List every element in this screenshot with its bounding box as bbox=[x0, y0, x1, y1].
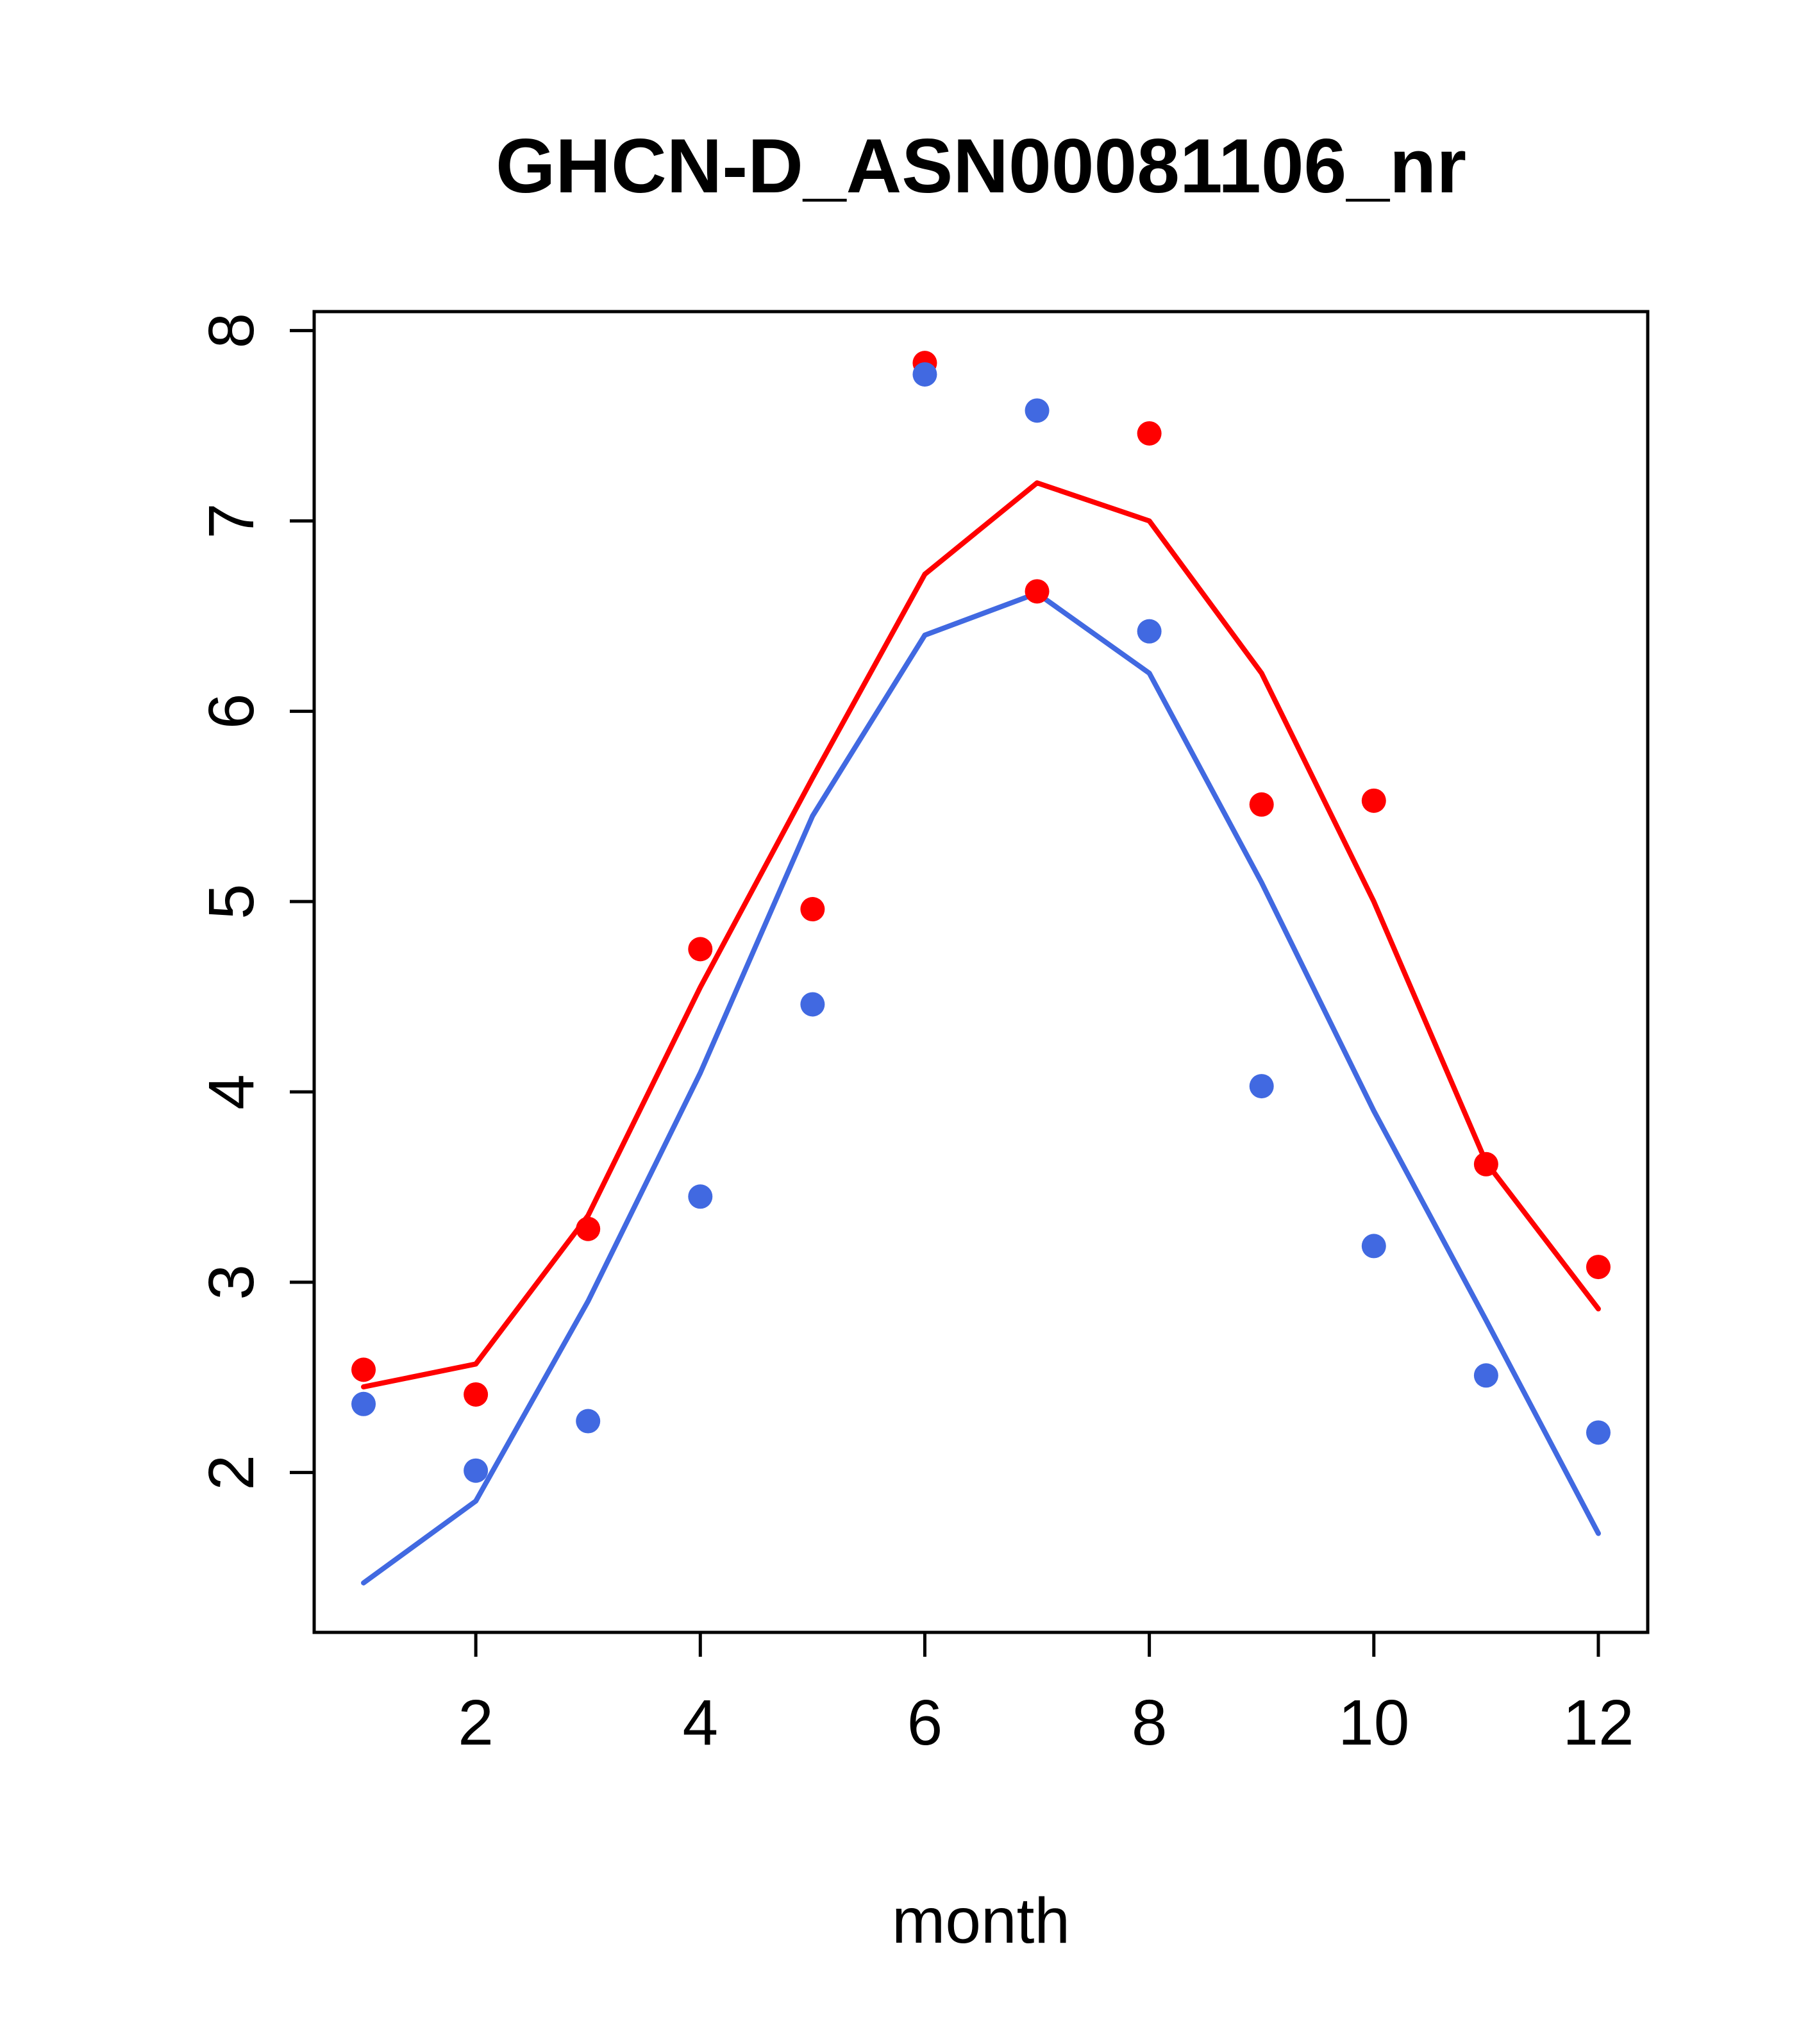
x-tick-label: 10 bbox=[1338, 1687, 1409, 1759]
blue-line bbox=[361, 591, 1601, 1586]
blue-point bbox=[1249, 1074, 1274, 1099]
red-point bbox=[576, 1216, 601, 1241]
x-tick-label: 6 bbox=[907, 1687, 943, 1759]
chart-title: GHCN-D_ASN00081106_nr bbox=[496, 123, 1466, 209]
red-point bbox=[1249, 792, 1274, 817]
red-point bbox=[1025, 579, 1050, 604]
red-point bbox=[464, 1382, 489, 1407]
plot-border bbox=[312, 310, 1650, 1634]
red-point bbox=[351, 1357, 376, 1382]
x-tick-label: 12 bbox=[1562, 1687, 1634, 1759]
red-point bbox=[800, 897, 825, 922]
y-tick-label: 4 bbox=[196, 1074, 267, 1110]
x-tick-label: 4 bbox=[682, 1687, 718, 1759]
red-point bbox=[1586, 1255, 1611, 1280]
blue-point bbox=[1361, 1234, 1386, 1259]
y-tick-label: 2 bbox=[196, 1455, 267, 1491]
x-tick-label: 8 bbox=[1132, 1687, 1168, 1759]
blue-point bbox=[464, 1458, 489, 1483]
y-tick-label: 6 bbox=[196, 694, 267, 730]
blue-point bbox=[1025, 398, 1050, 423]
blue-point bbox=[912, 362, 937, 387]
blue-point bbox=[800, 992, 825, 1017]
blue-point bbox=[1137, 619, 1162, 644]
red-line bbox=[361, 480, 1601, 1390]
y-tick-label: 8 bbox=[196, 313, 267, 349]
blue-point bbox=[576, 1409, 601, 1434]
y-tick-label: 5 bbox=[196, 884, 267, 919]
y-tick-label: 3 bbox=[196, 1264, 267, 1300]
red-point bbox=[1361, 788, 1386, 813]
red-point bbox=[1137, 421, 1162, 446]
x-axis-label: month bbox=[892, 1885, 1070, 1957]
blue-point bbox=[688, 1184, 713, 1209]
blue-point bbox=[1473, 1363, 1498, 1388]
red-point bbox=[688, 937, 713, 962]
y-tick-label: 7 bbox=[196, 503, 267, 539]
blue-point bbox=[351, 1391, 376, 1416]
blue-point bbox=[1586, 1420, 1611, 1445]
chart-marks: 2 4 6 8 10 12 2 3 4 5 6 7 8 bbox=[196, 313, 1634, 1759]
red-point bbox=[1473, 1152, 1498, 1177]
x-tick-label: 2 bbox=[458, 1687, 494, 1759]
